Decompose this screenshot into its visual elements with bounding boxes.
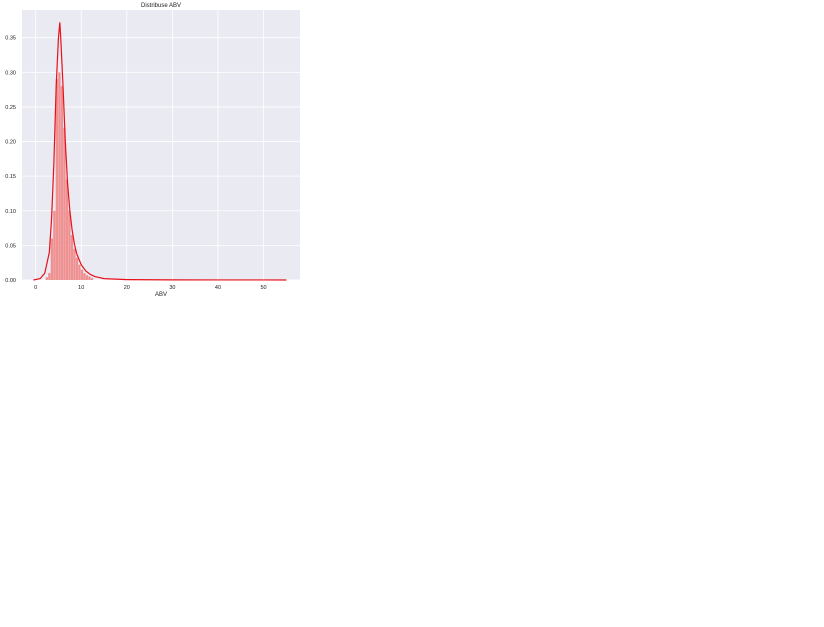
x-tick-label: 30 bbox=[169, 285, 175, 291]
y-tick-label: 0.30 bbox=[5, 70, 16, 76]
histogram-bar bbox=[68, 210, 71, 280]
histogram-bar bbox=[50, 238, 54, 280]
histogram-bar bbox=[83, 273, 86, 280]
x-axis-label: ABV bbox=[155, 292, 167, 298]
histogram-bar bbox=[53, 210, 56, 280]
histogram-bar bbox=[90, 277, 94, 280]
x-tick-labels: 0 10 20 30 40 50 bbox=[34, 285, 266, 291]
histogram-bar bbox=[80, 269, 84, 280]
histogram-bar bbox=[75, 257, 79, 280]
histogram-bar bbox=[78, 264, 81, 280]
histogram-bars bbox=[45, 72, 94, 281]
histogram-bar bbox=[88, 276, 91, 280]
y-tick-label: 0.20 bbox=[5, 140, 16, 146]
y-tick-label: 0.25 bbox=[5, 105, 16, 111]
y-tick-label: 0.05 bbox=[5, 243, 16, 249]
x-tick-label: 50 bbox=[260, 285, 266, 291]
histogram-bar bbox=[60, 86, 64, 281]
x-tick-label: 0 bbox=[34, 285, 37, 291]
x-tick-label: 40 bbox=[215, 285, 221, 291]
histogram-bar bbox=[55, 79, 59, 280]
x-tick-label: 20 bbox=[124, 285, 130, 291]
histogram-bar bbox=[70, 235, 74, 280]
histogram-bar bbox=[58, 72, 61, 280]
histogram-bar bbox=[63, 127, 66, 280]
y-tick-label: 0.15 bbox=[5, 174, 16, 180]
y-tick-labels: 0.00 0.05 0.10 0.15 0.20 0.25 0.30 0.35 bbox=[5, 36, 16, 284]
histogram-bar bbox=[45, 277, 49, 280]
histogram-bar bbox=[85, 275, 89, 280]
kde-curve bbox=[33, 22, 287, 281]
histogram-bar bbox=[73, 248, 76, 280]
y-tick-label: 0.35 bbox=[5, 36, 16, 42]
histogram-bar bbox=[65, 179, 69, 280]
chart-title: Distribuse ABV bbox=[141, 3, 181, 9]
x-tick-label: 10 bbox=[78, 285, 84, 291]
y-tick-label: 0.00 bbox=[5, 278, 16, 284]
y-tick-label: 0.10 bbox=[5, 209, 16, 215]
histogram-bar bbox=[48, 273, 51, 280]
